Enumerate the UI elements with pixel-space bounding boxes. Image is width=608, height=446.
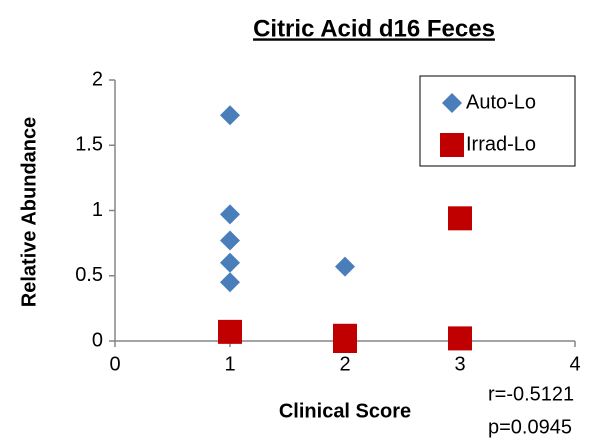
- x-tick-label: 3: [454, 353, 465, 375]
- legend-label: Auto-Lo: [466, 91, 536, 113]
- y-tick-label: 1.5: [75, 134, 103, 156]
- x-tick-label: 4: [569, 353, 580, 375]
- annotation: r=-0.5121: [488, 383, 574, 405]
- x-tick-label: 2: [339, 353, 350, 375]
- point: [333, 329, 357, 353]
- chart-title: Citric Acid d16 Feces: [253, 15, 495, 42]
- x-tick-label: 0: [109, 353, 120, 375]
- point: [218, 319, 242, 344]
- y-axis-label: Relative Abundance: [18, 117, 40, 307]
- annotation: p=0.0945: [488, 416, 572, 438]
- point: [220, 204, 240, 225]
- point: [220, 272, 240, 293]
- point: [448, 206, 472, 231]
- point: [220, 105, 240, 126]
- point: [448, 326, 472, 351]
- y-tick-label: 0: [92, 329, 103, 351]
- y-tick-label: 1: [92, 199, 103, 221]
- point: [220, 230, 240, 251]
- legend-marker: [442, 93, 462, 113]
- y-tick-label: 0.5: [75, 264, 103, 286]
- x-tick-label: 1: [224, 353, 235, 375]
- legend-marker: [440, 133, 464, 157]
- legend-label: Irrad-Lo: [466, 133, 536, 155]
- x-axis-label: Clinical Score: [279, 400, 411, 422]
- point: [220, 252, 240, 273]
- point: [335, 256, 355, 277]
- y-tick-label: 2: [92, 68, 103, 90]
